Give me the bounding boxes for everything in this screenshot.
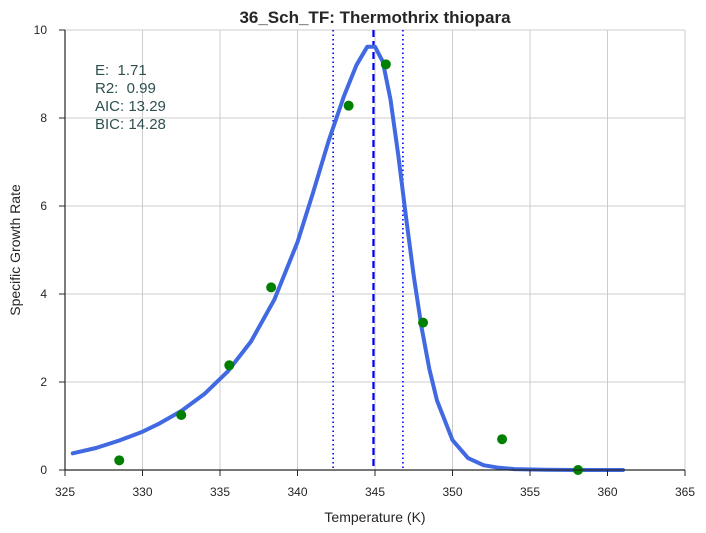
x-axis-label: Temperature (K)	[324, 509, 425, 525]
stat-e: E: 1.71	[95, 62, 147, 79]
stat-aic: AIC: 13.29	[95, 98, 166, 115]
x-tick-label: 360	[597, 485, 617, 499]
x-tick-label: 330	[132, 485, 152, 499]
x-tick-label: 335	[210, 485, 230, 499]
data-point	[176, 410, 187, 420]
chart-title: 36_Sch_TF: Thermothrix thiopara	[239, 8, 511, 27]
data-point	[266, 282, 277, 293]
grid	[65, 29, 686, 470]
fit-statistics: E: 1.71 R2: 0.99 AIC: 13.29 BIC: 14.28	[95, 62, 166, 133]
data-point	[380, 59, 391, 70]
data-point	[497, 434, 508, 445]
x-tick-label: 340	[287, 485, 307, 499]
x-tick-label: 365	[675, 485, 695, 499]
data-point	[418, 317, 429, 328]
data-point	[224, 360, 235, 371]
y-tick-label: 6	[40, 199, 47, 213]
fit-curve-group	[70, 44, 625, 472]
y-axis-label: Specific Growth Rate	[7, 184, 23, 316]
x-tick-label: 345	[365, 485, 385, 499]
y-tick-label: 0	[40, 463, 47, 477]
y-tick-label: 4	[40, 287, 47, 301]
y-tick-label: 8	[40, 111, 47, 125]
stat-bic: BIC: 14.28	[95, 116, 166, 133]
x-tick-label: 355	[520, 485, 540, 499]
stat-r2: R2: 0.99	[95, 80, 156, 97]
tick-labels: 325 330 335 340 345 350 355 360 365 0 2 4 6 8 10	[34, 23, 696, 499]
x-tick-label: 325	[55, 485, 75, 499]
data-point	[114, 455, 125, 466]
data-points	[114, 59, 584, 475]
fit-curve	[70, 44, 625, 472]
x-tick-label: 350	[442, 485, 462, 499]
y-tick-label: 10	[34, 23, 48, 37]
data-point	[343, 100, 354, 111]
y-tick-label: 2	[40, 375, 47, 389]
reference-lines	[332, 30, 404, 470]
